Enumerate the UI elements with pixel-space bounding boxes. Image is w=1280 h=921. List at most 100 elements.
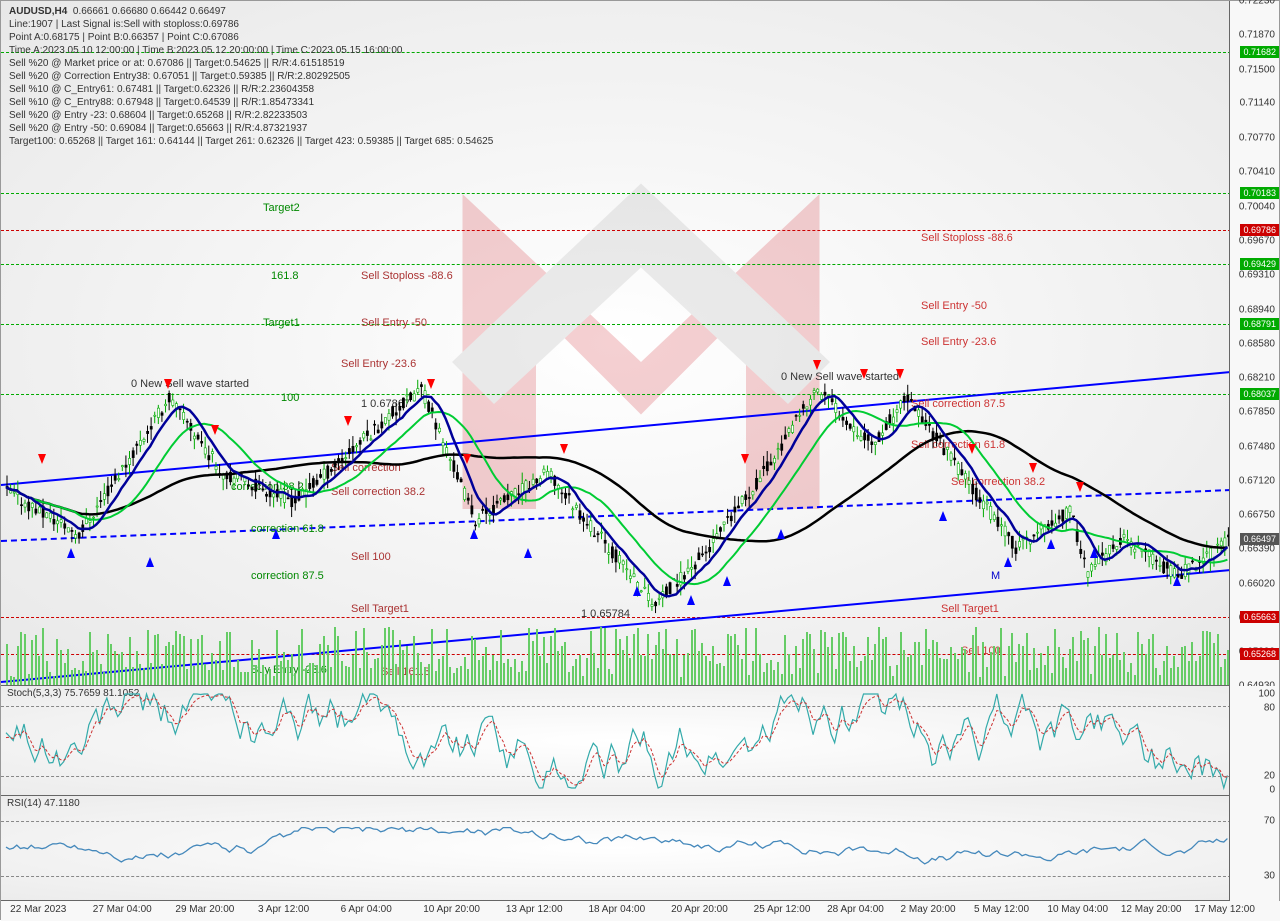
- sell-arrow-icon: [813, 360, 821, 370]
- time-tick: 10 May 04:00: [1047, 904, 1108, 915]
- rsi-level: 30: [1264, 871, 1275, 882]
- sell-arrow-icon: [1029, 463, 1037, 473]
- price-tick: 0.71870: [1239, 29, 1275, 40]
- time-tick: 6 Apr 04:00: [341, 904, 392, 915]
- time-tick: 13 Apr 12:00: [506, 904, 563, 915]
- stoch-lines: [1, 686, 1231, 796]
- time-tick: 22 Mar 2023: [10, 904, 66, 915]
- info-line: Sell %20 @ Market price or at: 0.67086 |…: [9, 57, 493, 70]
- sell-arrow-icon: [560, 444, 568, 454]
- info-line: Time A:2023.05.10 12:00:00 | Time B:2023…: [9, 44, 493, 57]
- time-tick: 28 Apr 04:00: [827, 904, 884, 915]
- price-tick: 0.68580: [1239, 338, 1275, 349]
- price-tick: 0.71140: [1240, 98, 1275, 109]
- price-tick: 0.70410: [1239, 166, 1275, 177]
- stoch-level: 0: [1269, 785, 1275, 796]
- time-axis: 22 Mar 2023 27 Mar 04:00 29 Mar 20:00 3 Apr…: [1, 901, 1280, 921]
- price-tick: 0.67480: [1239, 441, 1275, 452]
- sell-arrow-icon: [968, 444, 976, 454]
- stoch-level: 20: [1264, 771, 1275, 782]
- price-tick: 0.68210: [1239, 373, 1275, 384]
- info-line: Sell %20 @ Entry -50: 0.69084 || Target:…: [9, 122, 493, 135]
- chart-container: AUDUSD,H4 0.66661 0.66680 0.66442 0.6649…: [0, 0, 1280, 920]
- time-tick: 29 Mar 20:00: [175, 904, 234, 915]
- price-badge: 0.68791: [1240, 318, 1279, 330]
- price-badge: 0.69786: [1240, 224, 1279, 236]
- time-tick: 12 May 20:00: [1121, 904, 1182, 915]
- info-line: Sell %10 @ C_Entry88: 0.67948 || Target:…: [9, 96, 493, 109]
- buy-arrow-icon: [146, 557, 154, 567]
- sell-arrow-icon: [1076, 482, 1084, 492]
- time-tick: 3 Apr 12:00: [258, 904, 309, 915]
- chart-info-block: AUDUSD,H4 0.66661 0.66680 0.66442 0.6649…: [9, 5, 493, 148]
- price-tick: 0.67120: [1239, 475, 1275, 486]
- rsi-line: [1, 796, 1231, 901]
- symbol-title: AUDUSD,H4: [9, 6, 67, 17]
- info-line: Sell %20 @ Correction Entry38: 0.67051 |…: [9, 70, 493, 83]
- time-tick: 10 Apr 20:00: [423, 904, 480, 915]
- rsi-panel[interactable]: RSI(14) 47.1180: [1, 796, 1231, 901]
- buy-arrow-icon: [633, 586, 641, 596]
- buy-arrow-icon: [777, 529, 785, 539]
- buy-arrow-icon: [939, 511, 947, 521]
- price-badge: 0.66497: [1240, 533, 1279, 545]
- buy-arrow-icon: [67, 548, 75, 558]
- price-tick: 0.66750: [1239, 510, 1275, 521]
- info-line: Line:1907 | Last Signal is:Sell with sto…: [9, 18, 493, 31]
- info-line: Target100: 0.65268 || Target 161: 0.6414…: [9, 135, 493, 148]
- main-chart-panel[interactable]: AUDUSD,H4 0.66661 0.66680 0.66442 0.6649…: [1, 1, 1231, 686]
- sell-arrow-icon: [344, 416, 352, 426]
- time-tick: 25 Apr 12:00: [754, 904, 811, 915]
- price-badge: 0.70183: [1240, 187, 1279, 199]
- buy-arrow-icon: [1047, 539, 1055, 549]
- buy-arrow-icon: [272, 529, 280, 539]
- price-tick: 0.67850: [1239, 407, 1275, 418]
- price-tick: 0.66020: [1239, 578, 1275, 589]
- price-axis: 0.72230 0.71870 0.71500 0.71140 0.70770 0.704…: [1229, 1, 1279, 686]
- sell-arrow-icon: [463, 454, 471, 464]
- sell-arrow-icon: [211, 425, 219, 435]
- buy-arrow-icon: [1004, 557, 1012, 567]
- sell-arrow-icon: [860, 369, 868, 379]
- buy-arrow-icon: [470, 529, 478, 539]
- sell-arrow-icon: [896, 369, 904, 379]
- stoch-axis: 100 80 20 0: [1229, 686, 1279, 796]
- time-tick: 17 May 12:00: [1194, 904, 1255, 915]
- buy-arrow-icon: [687, 595, 695, 605]
- ohlc: 0.66661 0.66680 0.66442 0.66497: [73, 6, 226, 17]
- price-badge: 0.65663: [1240, 611, 1279, 623]
- stoch-level: 100: [1258, 689, 1275, 700]
- buy-arrow-icon: [1173, 576, 1181, 586]
- buy-arrow-icon: [723, 576, 731, 586]
- price-tick: 0.71500: [1239, 64, 1275, 75]
- rsi-level: 70: [1264, 816, 1275, 827]
- sell-arrow-icon: [741, 454, 749, 464]
- buy-arrow-icon: [524, 548, 532, 558]
- stoch-level: 80: [1264, 703, 1275, 714]
- sell-arrow-icon: [164, 379, 172, 389]
- sell-arrow-icon: [427, 379, 435, 389]
- time-tick: 18 Apr 04:00: [588, 904, 645, 915]
- sell-arrow-icon: [38, 454, 46, 464]
- price-tick: 0.70040: [1239, 201, 1275, 212]
- price-tick: 0.69670: [1239, 236, 1275, 247]
- info-line: Sell %20 @ Entry -23: 0.68604 || Target:…: [9, 109, 493, 122]
- time-tick: 20 Apr 20:00: [671, 904, 728, 915]
- time-tick: 2 May 20:00: [901, 904, 956, 915]
- info-line: Point A:0.68175 | Point B:0.66357 | Poin…: [9, 31, 493, 44]
- price-tick: 0.72230: [1239, 0, 1275, 7]
- price-badge: 0.71682: [1240, 46, 1279, 58]
- price-badge: 0.65268: [1240, 648, 1279, 660]
- price-badge: 0.68037: [1240, 388, 1279, 400]
- time-tick: 27 Mar 04:00: [93, 904, 152, 915]
- price-tick: 0.68940: [1239, 304, 1275, 315]
- price-tick: 0.70770: [1239, 133, 1275, 144]
- stochastic-panel[interactable]: Stoch(5,3,3) 75.7659 81.1052: [1, 686, 1231, 796]
- buy-arrow-icon: [1090, 548, 1098, 558]
- price-tick: 0.69310: [1239, 270, 1275, 281]
- info-line: Sell %10 @ C_Entry61: 0.67481 || Target:…: [9, 83, 493, 96]
- price-badge: 0.69429: [1240, 258, 1279, 270]
- rsi-axis: 70 30: [1229, 796, 1279, 901]
- price-tick: 0.66390: [1239, 544, 1275, 555]
- time-tick: 5 May 12:00: [974, 904, 1029, 915]
